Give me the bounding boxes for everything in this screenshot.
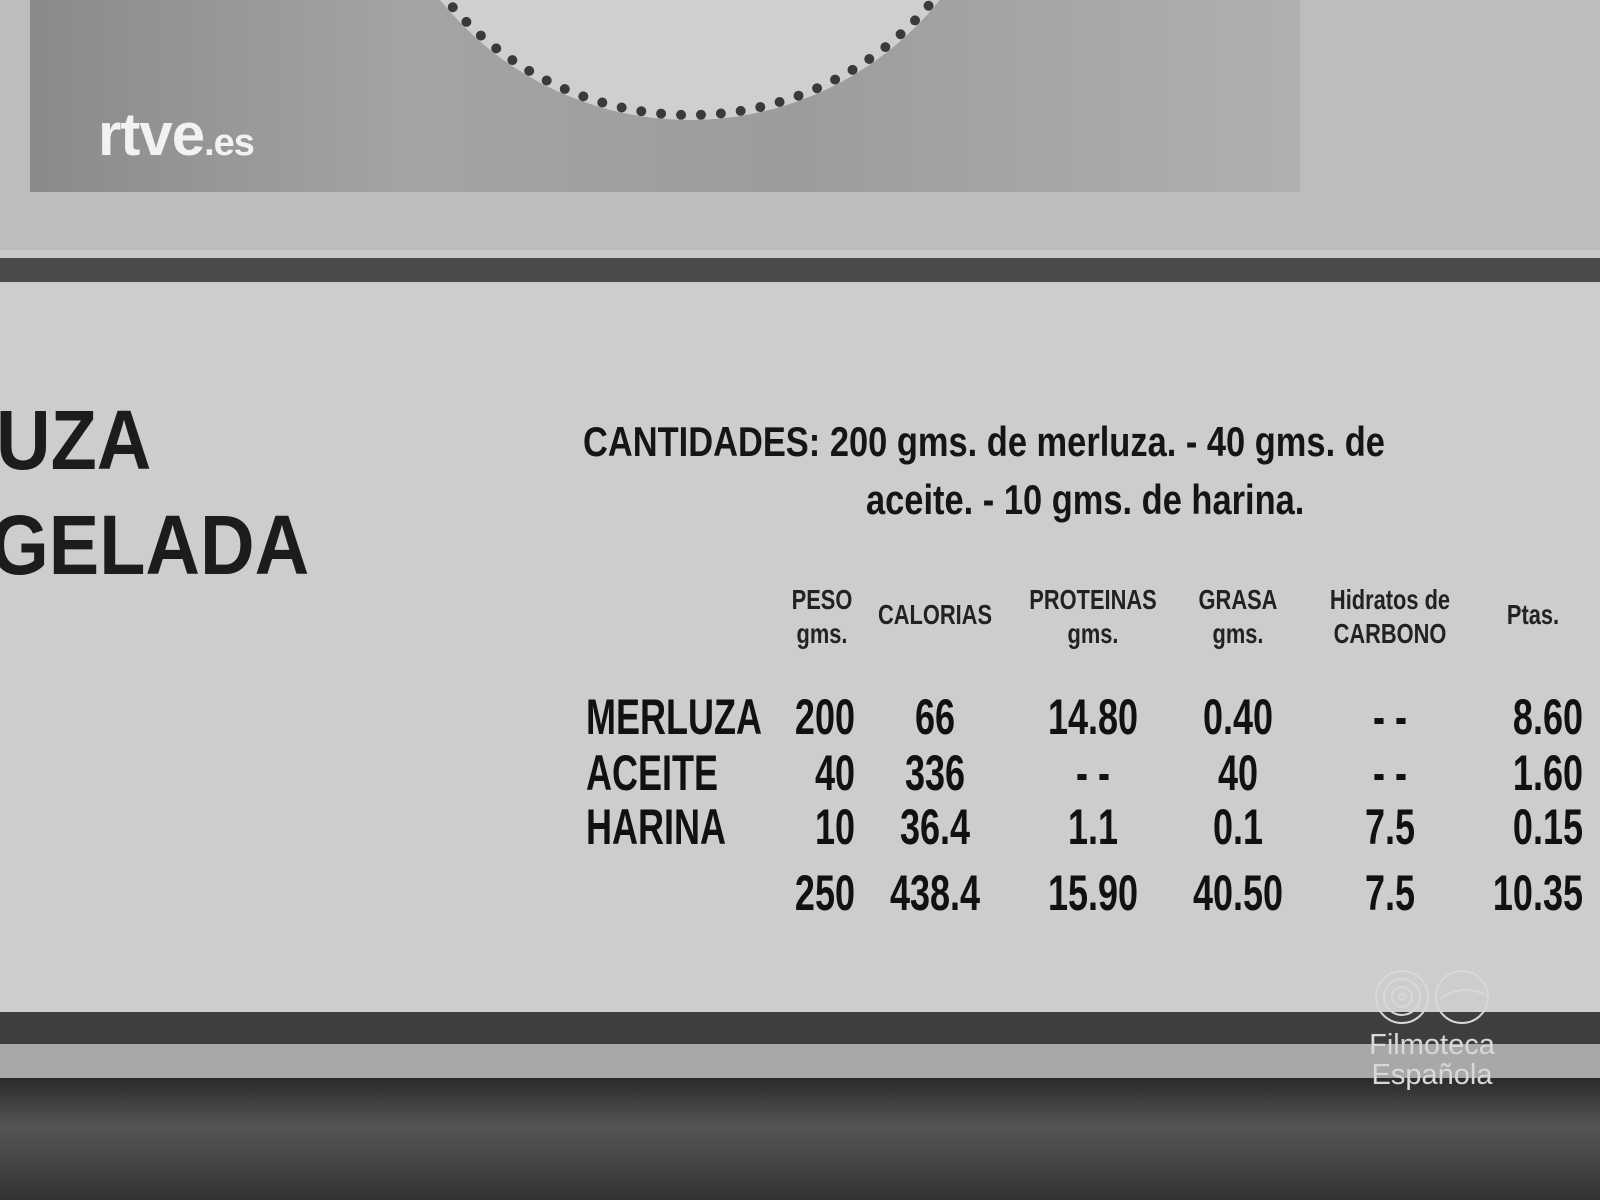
- table-cell: 40: [1217, 745, 1259, 801]
- column-header: PESO gms.: [752, 583, 892, 651]
- table-cell: 336: [904, 745, 966, 801]
- ledge: [0, 1044, 1600, 1078]
- table-cell: 1.60: [1512, 745, 1583, 801]
- table-cell: 10.35: [1492, 865, 1583, 921]
- table-cell: 10: [814, 799, 855, 855]
- column-header: Hidratos de CARBONO: [1320, 583, 1460, 651]
- plate-image: [370, 0, 1010, 120]
- table-cell: 8.60: [1512, 689, 1583, 745]
- cantidades-text: 200 gms. de merluza. - 40 gms. de: [829, 418, 1385, 465]
- header-top: Hidratos de: [1329, 584, 1451, 615]
- table-cell: 36.4: [899, 799, 971, 855]
- header-bottom: CARBONO: [1333, 618, 1447, 649]
- table-cell: - -: [1373, 689, 1407, 745]
- table-cell: 200: [794, 689, 855, 745]
- cantidades-label: CANTIDADES:: [583, 418, 821, 465]
- filmoteca-logo: Filmoteca Española: [1352, 965, 1512, 1090]
- table-cell: 1.1: [1067, 799, 1119, 855]
- cantidades-line-2: aceite. - 10 gms. de harina.: [866, 476, 1305, 523]
- table-cell: 7.5: [1364, 799, 1416, 855]
- bottom-frame: [0, 1078, 1600, 1200]
- header-top: CALORIAS: [877, 599, 993, 630]
- table-cell: 66: [914, 689, 956, 745]
- column-header: CALORIAS: [865, 598, 1005, 632]
- table-cell: - -: [1373, 745, 1407, 801]
- rtve-logo: rtve.es: [98, 101, 255, 168]
- table-cell: 15.90: [1047, 865, 1139, 921]
- header-top: PROTEINAS: [1029, 584, 1157, 615]
- title-line-2: GELADA: [0, 498, 310, 592]
- table-cell: 0.15: [1512, 799, 1583, 855]
- column-header: Ptas.: [1463, 598, 1600, 632]
- column-header: GRASA gms.: [1168, 583, 1308, 651]
- divider-band-bottom: [0, 1012, 1600, 1044]
- table-cell: 0.40: [1202, 689, 1274, 745]
- divider-band: [0, 258, 1600, 282]
- title-line-1: UZA: [0, 393, 152, 487]
- header-top: PESO: [791, 584, 853, 615]
- recipe-board: [0, 282, 1600, 1012]
- header-bottom: gms.: [796, 618, 848, 649]
- row-label: HARINA: [586, 799, 726, 855]
- header-bottom: gms.: [1067, 618, 1119, 649]
- table-cell: - -: [1076, 745, 1110, 801]
- table-cell: 7.5: [1364, 865, 1416, 921]
- dish-photo: [30, 0, 1300, 192]
- table-cell: 250: [794, 865, 855, 921]
- table-cell: 40: [814, 745, 855, 801]
- filmoteca-spiral-icon: [1375, 970, 1489, 1024]
- table-cell: 438.4: [889, 865, 981, 921]
- row-label: MERLUZA: [586, 689, 762, 745]
- column-header: PROTEINAS gms.: [1023, 583, 1163, 651]
- table-cell: 0.1: [1212, 799, 1264, 855]
- cantidades-line-1: CANTIDADES: 200 gms. de merluza. - 40 gm…: [583, 418, 1385, 466]
- header-top: GRASA: [1198, 584, 1278, 615]
- row-label: ACEITE: [586, 745, 719, 801]
- header-top: Ptas.: [1506, 599, 1560, 630]
- table-cell: 40.50: [1192, 865, 1284, 921]
- header-bottom: gms.: [1212, 618, 1264, 649]
- table-cell: 14.80: [1047, 689, 1139, 745]
